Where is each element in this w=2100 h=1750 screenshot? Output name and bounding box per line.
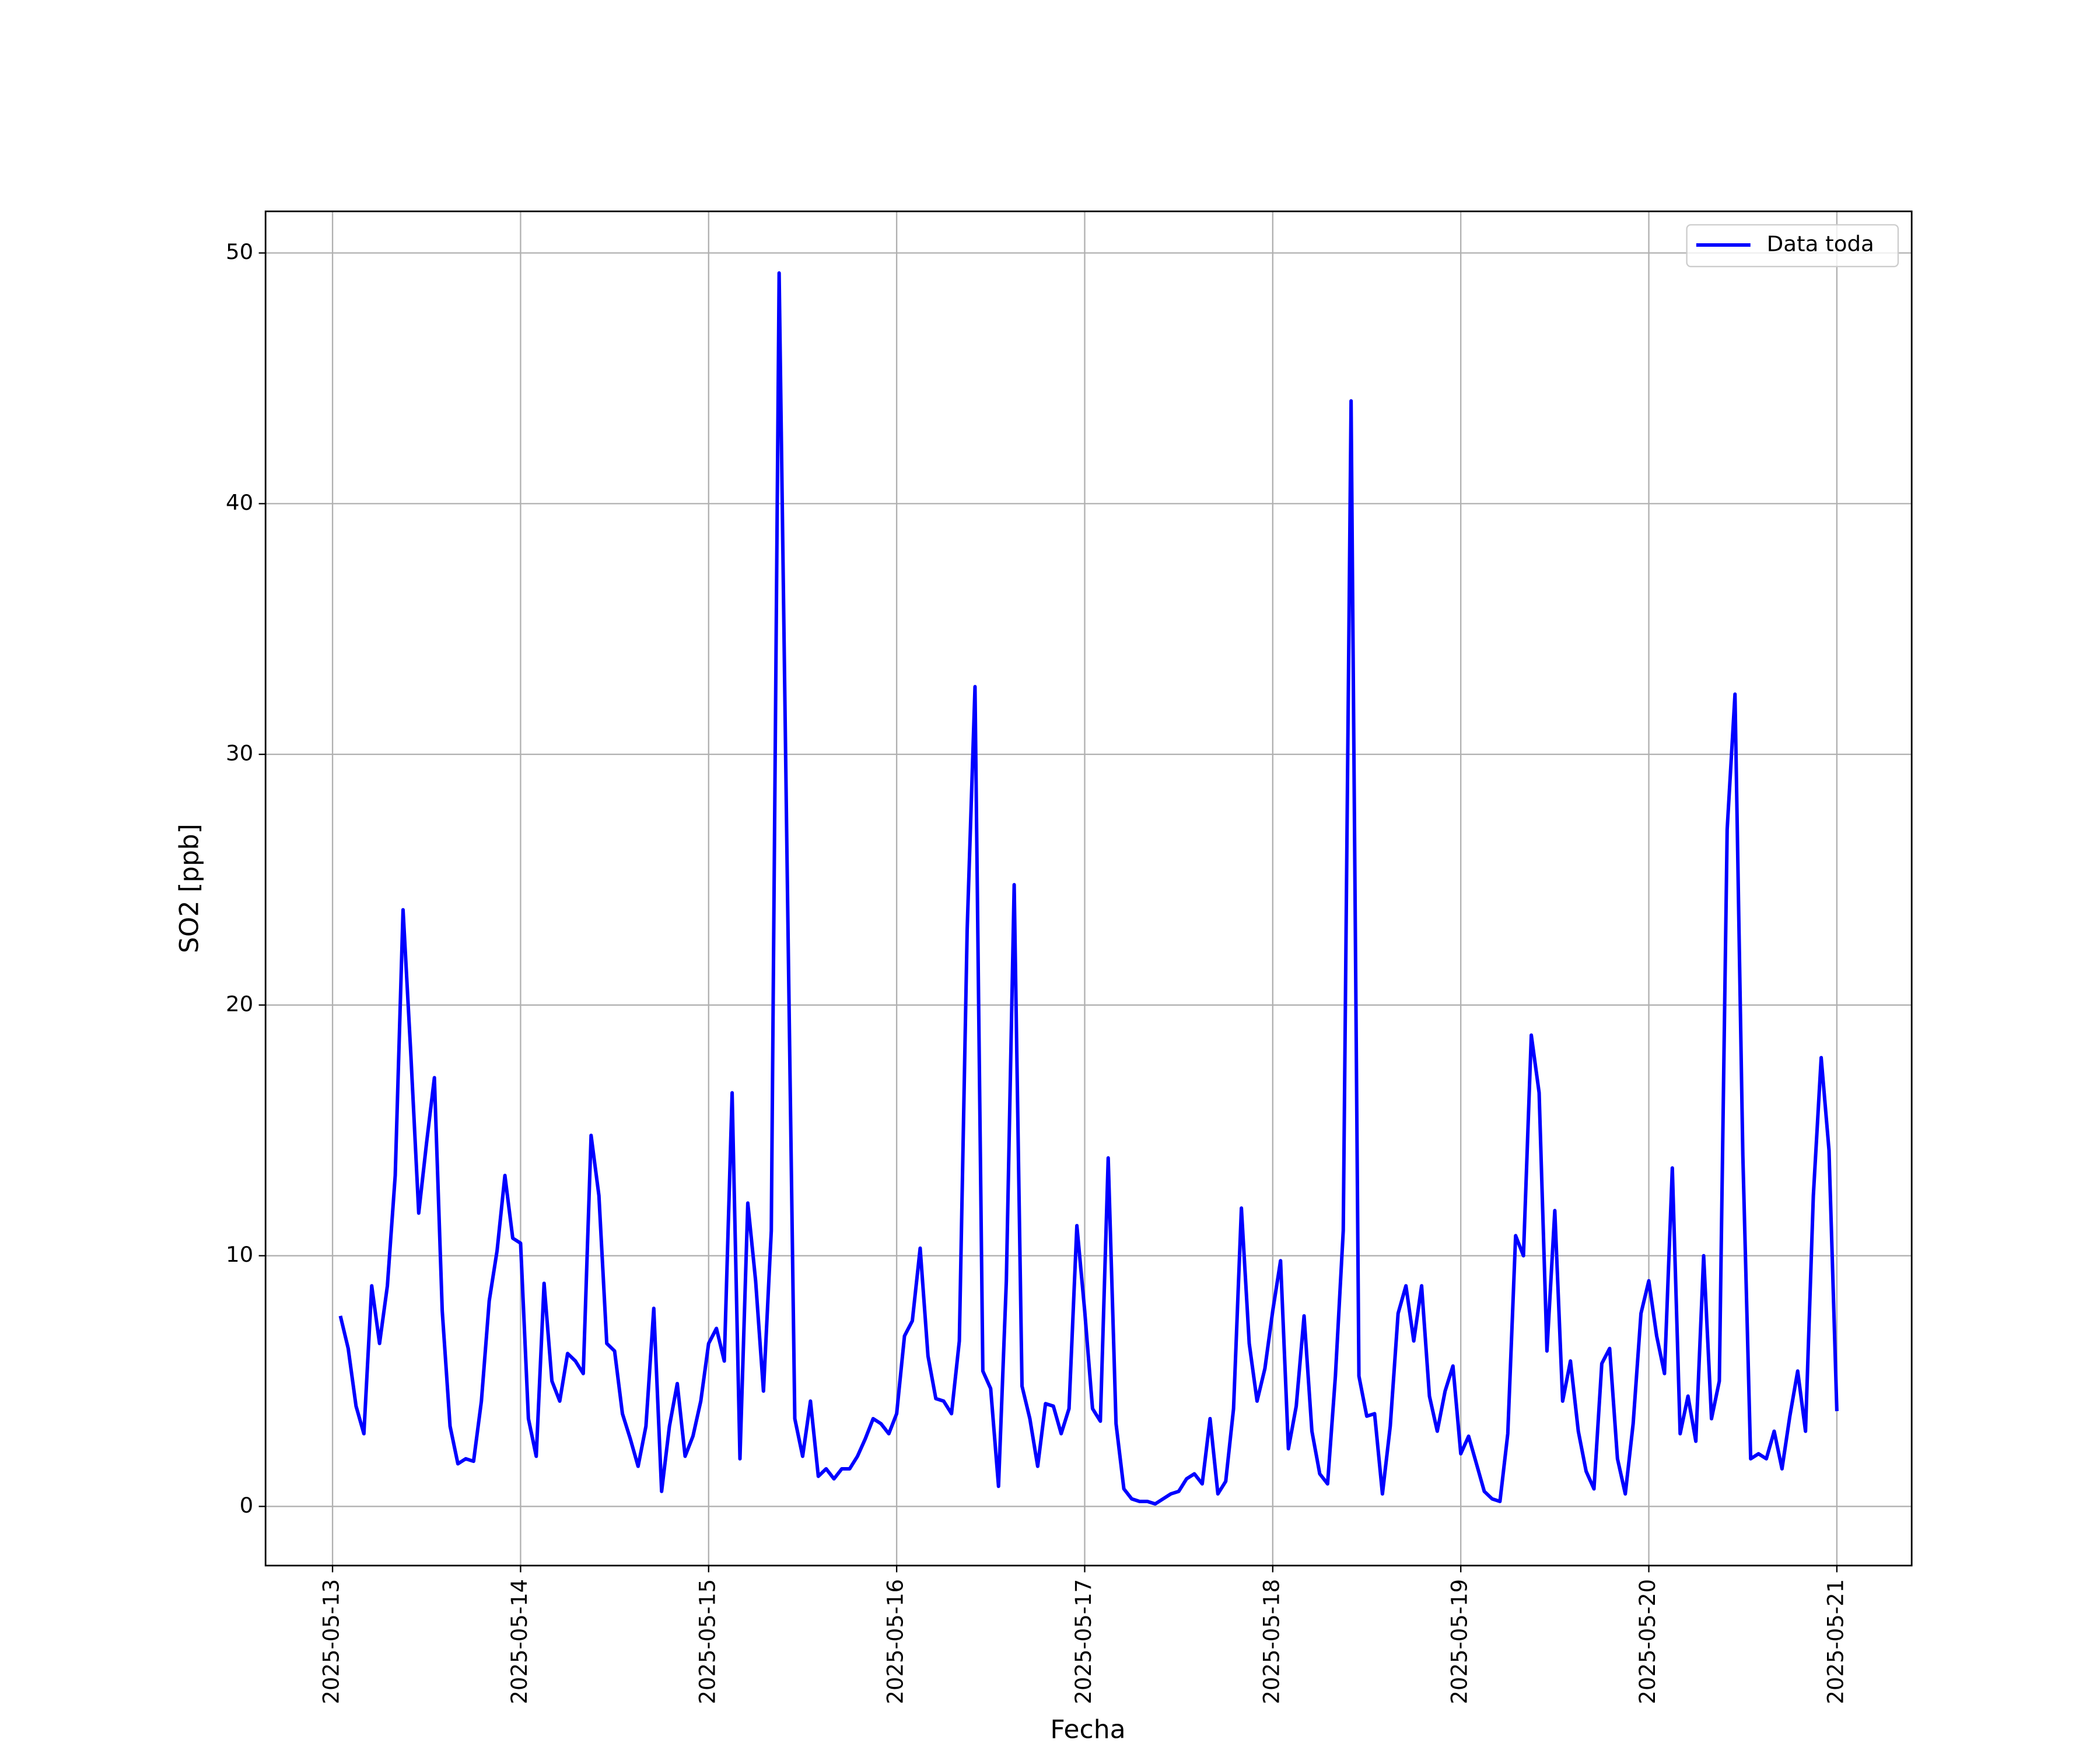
x-tick-label: 2025-05-18 <box>1259 1579 1284 1704</box>
x-axis-label: Fecha <box>1050 1715 1125 1745</box>
y-axis-label: SO2 [ppb] <box>174 824 204 953</box>
data-line <box>338 271 1839 1506</box>
x-tick-label: 2025-05-21 <box>1823 1579 1848 1704</box>
plot-frame <box>264 210 1913 1567</box>
y-tick-label: 10 <box>226 1242 253 1267</box>
y-tick-label: 20 <box>226 991 253 1016</box>
x-tick-label: 2025-05-16 <box>883 1579 908 1704</box>
x-tick-label: 2025-05-19 <box>1447 1579 1472 1704</box>
y-tick-label: 40 <box>226 490 253 515</box>
x-tick-label: 2025-05-14 <box>507 1579 532 1704</box>
x-tick-label: 2025-05-20 <box>1635 1579 1660 1704</box>
y-tick-label: 0 <box>240 1493 254 1518</box>
x-tick-label: 2025-05-15 <box>695 1579 720 1704</box>
y-tick-label: 30 <box>226 741 253 766</box>
x-tick-label: 2025-05-13 <box>318 1579 344 1704</box>
x-tick-label: 2025-05-17 <box>1071 1579 1096 1704</box>
legend-label: Data toda <box>1767 232 1874 257</box>
legend-box <box>1686 224 1899 268</box>
y-tick-label: 50 <box>226 239 253 264</box>
